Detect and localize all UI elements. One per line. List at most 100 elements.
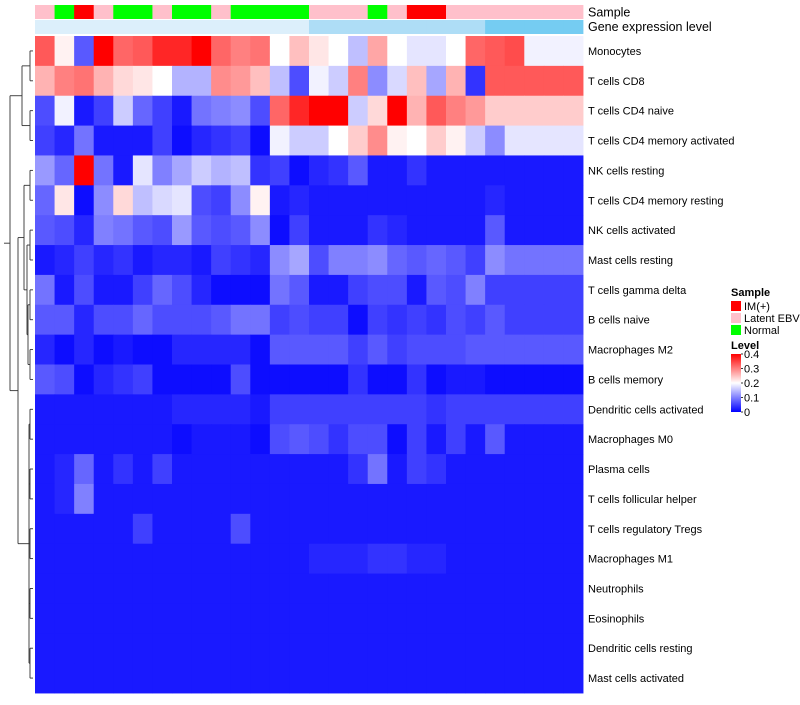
heatmap-cell <box>113 65 134 97</box>
heatmap-cell <box>387 334 408 365</box>
heatmap-cell <box>328 513 349 545</box>
heatmap-cell <box>250 633 271 664</box>
heatmap-cell <box>35 215 56 246</box>
heatmap-cell <box>485 454 506 485</box>
heatmap-cell <box>74 36 95 67</box>
heatmap-cell <box>132 65 153 97</box>
heatmap-cell <box>504 573 525 604</box>
heatmap-cell <box>250 394 271 425</box>
sample-annotation-cell <box>465 5 486 19</box>
heatmap-cell <box>74 603 95 634</box>
heatmap-cell <box>387 603 408 634</box>
heatmap-cell <box>269 424 290 455</box>
heatmap-cell <box>504 663 525 694</box>
heatmap-cell <box>309 543 330 574</box>
heatmap-cell <box>172 185 193 216</box>
heatmap-cell <box>35 603 56 634</box>
heatmap-cell <box>35 364 56 395</box>
heatmap-cell <box>289 663 310 694</box>
heatmap-cell <box>348 36 369 67</box>
heatmap-cell <box>54 394 75 425</box>
heatmap-cell <box>543 334 564 365</box>
heatmap-cell <box>485 95 506 127</box>
heatmap-cell <box>289 125 310 156</box>
sample-annotation-cell <box>387 5 408 19</box>
heatmap-cell <box>328 36 349 67</box>
heatmap-cell <box>446 633 467 664</box>
heatmap-cell <box>426 573 447 604</box>
heatmap-cell <box>191 483 212 515</box>
heatmap-cell <box>74 125 95 156</box>
heatmap-cell <box>230 95 251 127</box>
heatmap-cell <box>367 95 388 127</box>
heatmap-cell <box>446 543 467 574</box>
heatmap-cell <box>465 663 486 694</box>
heatmap-cell <box>230 543 251 574</box>
heatmap-cell <box>172 334 193 365</box>
heatmap-cell <box>172 304 193 336</box>
expression-level-annotation-cell <box>504 20 525 34</box>
row-label: Macrophages M2 <box>588 345 673 357</box>
heatmap-cell <box>367 483 388 515</box>
heatmap-cell <box>348 663 369 694</box>
heatmap-cell <box>211 603 232 634</box>
heatmap-cell <box>485 36 506 67</box>
heatmap-cell <box>250 95 271 127</box>
heatmap-cell <box>485 513 506 545</box>
row-label: Dendritic cells activated <box>588 404 704 416</box>
heatmap-cell <box>191 424 212 455</box>
heatmap-cell <box>54 454 75 485</box>
heatmap-cell <box>524 543 545 574</box>
heatmap-cell <box>269 274 290 306</box>
heatmap-cell <box>406 65 427 97</box>
heatmap-cell <box>191 185 212 216</box>
legend-colorbar <box>731 354 741 412</box>
heatmap-cell <box>191 454 212 485</box>
heatmap-cell <box>367 36 388 67</box>
heatmap-cell <box>426 663 447 694</box>
heatmap-cell <box>93 36 114 67</box>
heatmap-cell <box>543 95 564 127</box>
heatmap-cell <box>132 334 153 365</box>
heatmap-cell <box>387 95 408 127</box>
heatmap-cell <box>269 633 290 664</box>
heatmap-cell <box>406 454 427 485</box>
heatmap-cell <box>93 513 114 545</box>
heatmap-cell <box>113 125 134 156</box>
heatmap-cell <box>152 155 173 186</box>
heatmap-cell <box>74 334 95 365</box>
heatmap-cell <box>446 304 467 336</box>
heatmap-cell <box>309 454 330 485</box>
heatmap-cell <box>465 95 486 127</box>
row-label: B cells naive <box>588 315 650 327</box>
heatmap-cell <box>504 125 525 156</box>
heatmap-cell <box>93 245 114 276</box>
heatmap-cell <box>289 185 310 216</box>
heatmap-cells <box>35 36 584 694</box>
heatmap-cell <box>269 573 290 604</box>
heatmap-cell <box>289 274 310 306</box>
heatmap-cell <box>504 215 525 246</box>
sample-annotation-cell <box>485 5 506 19</box>
heatmap-cell <box>152 334 173 365</box>
heatmap-cell <box>504 424 525 455</box>
heatmap-cell <box>485 394 506 425</box>
row-label: T cells regulatory Tregs <box>588 524 703 536</box>
row-label: Macrophages M0 <box>588 434 673 446</box>
heatmap-cell <box>113 36 134 67</box>
row-label: T cells gamma delta <box>588 285 687 297</box>
heatmap-cell <box>309 36 330 67</box>
heatmap-cell <box>367 125 388 156</box>
heatmap-cell <box>328 185 349 216</box>
heatmap-cell <box>504 95 525 127</box>
heatmap-cell <box>289 543 310 574</box>
heatmap-cell <box>93 215 114 246</box>
heatmap-cell <box>35 513 56 545</box>
heatmap-cell <box>406 663 427 694</box>
heatmap-cell <box>93 573 114 604</box>
heatmap-cell <box>426 245 447 276</box>
heatmap-cell <box>387 513 408 545</box>
heatmap-cell <box>309 424 330 455</box>
heatmap-cell <box>406 334 427 365</box>
heatmap-cell <box>446 424 467 455</box>
